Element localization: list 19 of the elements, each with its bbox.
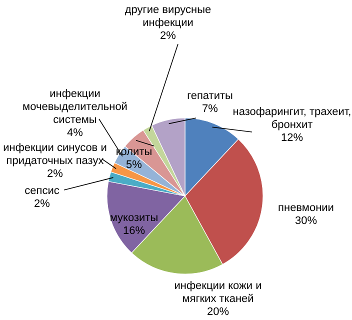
slice-label: пневмонии <box>278 202 334 214</box>
slice-label: инфекции кожи и мягких тканей <box>174 280 262 305</box>
slice-label: мукозиты <box>110 212 158 224</box>
slice-label: другие вирусные инфекции <box>124 4 212 29</box>
data-label: 2% <box>34 198 50 210</box>
data-label: 5% <box>126 159 142 171</box>
data-label: 30% <box>294 215 318 227</box>
data-label: 2% <box>160 30 176 42</box>
slice-label: назофарингит, трахеит, бронхит <box>232 106 352 131</box>
data-label: 2% <box>47 168 64 180</box>
slice-label: инфекции мочевыделительной системы <box>22 88 128 126</box>
slice-label: сепсис <box>24 185 60 197</box>
data-label: 16% <box>122 225 146 237</box>
data-label: 12% <box>280 132 304 144</box>
data-label: 20% <box>206 306 230 318</box>
slice-label: гепатиты <box>187 90 234 102</box>
data-label: 7% <box>202 103 218 115</box>
slice-label: инфекции синусов и придаточных пазух <box>3 142 107 167</box>
data-label: 4% <box>67 127 84 139</box>
